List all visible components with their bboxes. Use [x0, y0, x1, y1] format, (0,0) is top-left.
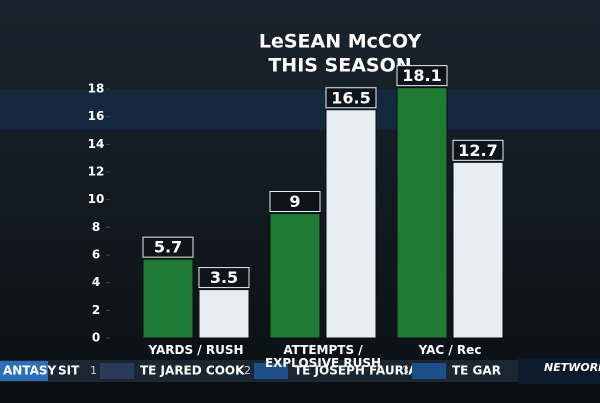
- team-logo: [412, 363, 446, 379]
- y-tick-label: 18: [88, 82, 105, 96]
- ticker-rank: 1: [90, 364, 97, 377]
- backdrop-band: [0, 90, 600, 130]
- ticker-action: SIT: [58, 364, 80, 378]
- bar: [198, 289, 250, 339]
- value-label-box: [452, 139, 504, 161]
- y-tick-label: 4: [92, 275, 100, 289]
- x-tick-label: YAC / Rec: [418, 343, 482, 357]
- value-label: 5.7: [154, 238, 182, 257]
- bar: [452, 161, 504, 339]
- ticker-bottom: [0, 382, 600, 403]
- logo-box: [518, 358, 600, 384]
- bar: [269, 213, 321, 339]
- value-label-box: [325, 87, 377, 109]
- y-tick-label: 0: [92, 331, 100, 345]
- value-label: 18.1: [402, 66, 441, 85]
- value-label: 3.5: [210, 268, 238, 287]
- ticker-bar: [0, 360, 600, 382]
- value-label: 9: [289, 192, 300, 211]
- bar: [142, 258, 194, 339]
- value-label-box: [269, 191, 321, 212]
- ticker-label: ANTASY: [3, 364, 57, 378]
- ticker-name: TE JARED COOK: [140, 364, 245, 378]
- team-logo: [100, 363, 134, 379]
- y-tick-label: 12: [88, 165, 105, 179]
- value-label: 16.5: [331, 88, 370, 107]
- x-tick-label: ATTEMPTS / EXPLOSIVE RUSH: [264, 343, 382, 370]
- y-tick-label: 10: [88, 192, 105, 206]
- team-logo: [254, 363, 288, 379]
- y-tick-label: 16: [88, 109, 105, 123]
- y-tick-label: 8: [92, 220, 100, 234]
- ticker-label-box: [0, 361, 48, 381]
- x-tick-label: YARDS / RUSH: [148, 343, 244, 357]
- ticker-name: TE GAR: [452, 364, 501, 378]
- ticker-name: TE JOSEPH FAURIA: [294, 364, 418, 378]
- ticker-rank: 3: [402, 364, 409, 377]
- value-label: 12.7: [458, 141, 497, 160]
- network-logo: NETWORK: [544, 361, 600, 374]
- value-label-box: [142, 236, 194, 258]
- value-label-box: [198, 267, 250, 289]
- bar: [396, 87, 448, 339]
- y-tick-label: 14: [88, 137, 105, 151]
- bar: [325, 109, 377, 339]
- chart-title: LeSEAN McCOY: [259, 31, 421, 53]
- y-tick-label: 2: [92, 303, 100, 317]
- y-tick-label: 6: [92, 248, 100, 262]
- chart-title: THIS SEASON: [268, 55, 411, 77]
- value-label-box: [396, 65, 448, 87]
- ticker-rank: 2: [244, 364, 251, 377]
